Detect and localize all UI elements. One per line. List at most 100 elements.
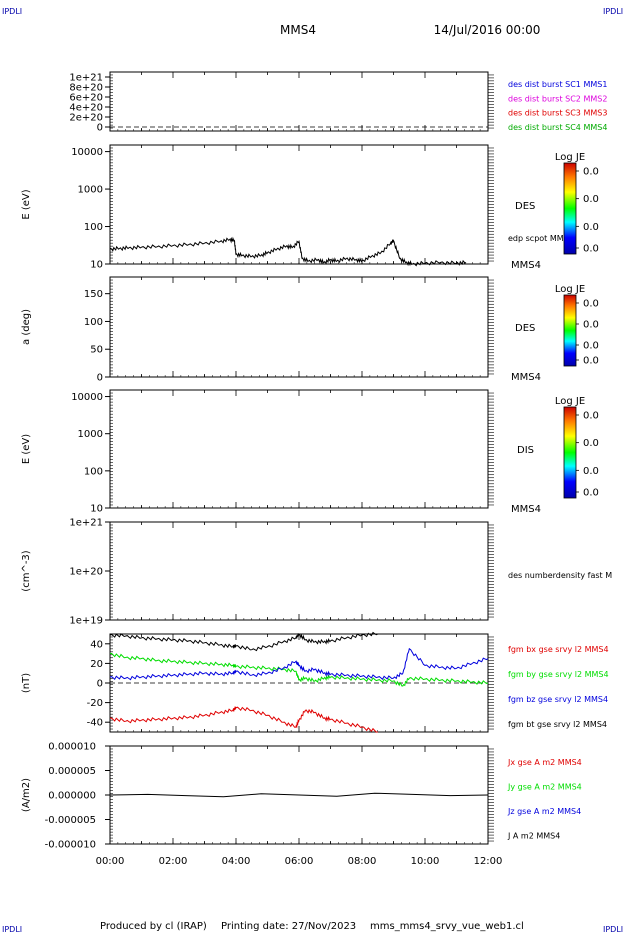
y-tick-label: 4e+20 [69, 103, 103, 114]
y-tick-label: 0.000000 [48, 791, 96, 802]
y-tick-label: 100 [84, 222, 103, 233]
footer-printing-date: Printing date: 27/Nov/2023 [221, 921, 356, 932]
y-tick-label: 10 [90, 260, 103, 271]
y-tick-label: 0 [97, 679, 103, 690]
colorbar-tick-label: 0.0 [583, 341, 599, 352]
footer-filename: mms_mms4_srvy_vue_web1.cl [370, 921, 524, 932]
y-axis-title: (nT) [21, 673, 32, 693]
colorbar-tick-label: 0.0 [583, 194, 599, 205]
corner-label-top-left: IPDLI [2, 7, 22, 16]
y-tick-label: 10000 [71, 147, 103, 158]
y-tick-label: 1e+21 [69, 73, 103, 84]
legend-entry: des dist burst SC3 MMS3 [508, 109, 607, 118]
colorbar-3 [563, 406, 577, 499]
colorbar-tick-label: 0.0 [583, 356, 599, 367]
y-tick-label: 1e+20 [69, 567, 103, 578]
footer-produced-by: Produced by cl (IRAP) [100, 921, 207, 932]
colorbar-2 [563, 294, 577, 367]
series-line-fgm-1 [109, 652, 489, 687]
panel-frame-0 [109, 71, 489, 132]
colorbar-tick-label: 0.0 [583, 466, 599, 477]
colorbar-tick-label: 0.0 [583, 411, 599, 422]
y-tick-label: 1e+19 [69, 616, 103, 627]
y-axis-title: (cm^-3) [21, 550, 32, 591]
panel-label: DES [515, 201, 535, 212]
legend-entry: des dist burst SC1 MMS1 [508, 80, 607, 89]
legend-entry: J A m2 MMS4 [507, 832, 560, 841]
legend-entry: fgm bz gse srvy l2 MMS4 [508, 695, 608, 704]
corner-label-bottom-right: IPDLI [603, 925, 623, 934]
y-axis-title: E (eV) [21, 434, 32, 464]
colorbar-1 [563, 162, 577, 255]
x-tick-label: 06:00 [285, 856, 314, 867]
legend-entry: fgm bt gse srvy l2 MMS4 [508, 720, 607, 729]
legend-entry: fgm bx gse srvy l2 MMS4 [508, 645, 609, 654]
panel-label: DIS [517, 445, 534, 456]
colorbar-title: Log JE [555, 284, 585, 295]
panel-bottom-label: MMS4 [511, 504, 541, 515]
y-axis-title: (A/m2) [21, 778, 32, 812]
datetime-title: 14/Jul/2016 00:00 [434, 23, 541, 37]
y-tick-label: 20 [90, 659, 103, 670]
colorbar-title: Log JE [555, 152, 585, 163]
y-tick-label: 1000 [78, 429, 103, 440]
panel-frame-3 [109, 389, 489, 509]
legend-entry: des numberdensity fast M [508, 571, 612, 580]
legend-entry: des dist burst SC4 MMS4 [508, 123, 607, 132]
y-tick-label: 8e+20 [69, 83, 103, 94]
y-axis-title: a (deg) [21, 309, 32, 345]
corner-label-top-right: IPDLI [603, 7, 623, 16]
y-tick-label: 2e+20 [69, 113, 103, 124]
y-tick-label: 100 [84, 317, 103, 328]
panel-bottom-label: MMS4 [511, 260, 541, 271]
panel-frame-4 [109, 521, 489, 621]
y-tick-label: 0.000005 [48, 766, 96, 777]
legend-entry: Jz gse A m2 MMS4 [507, 807, 581, 816]
legend-entry: Jx gse A m2 MMS4 [507, 758, 582, 767]
y-tick-label: 6e+20 [69, 93, 103, 104]
series-line-j [109, 792, 489, 798]
panel-bottom-label: MMS4 [511, 372, 541, 383]
y-tick-label: 50 [90, 345, 103, 356]
colorbar-tick-label: 0.0 [583, 222, 599, 233]
colorbar-tick-label: 0.0 [583, 320, 599, 331]
colorbar-title: Log JE [555, 396, 585, 407]
x-tick-label: 00:00 [96, 856, 125, 867]
colorbar-tick-label: 0.0 [583, 488, 599, 499]
colorbar-tick-label: 0.0 [583, 299, 599, 310]
spacecraft-title: MMS4 [280, 23, 316, 37]
y-tick-label: -0.000005 [45, 815, 96, 826]
series-line-edp-scpot [109, 236, 467, 267]
y-tick-label: 150 [84, 289, 103, 300]
panel-label: DES [515, 323, 535, 334]
y-tick-label: 0 [97, 123, 103, 134]
x-tick-label: 04:00 [222, 856, 251, 867]
y-tick-label: 0 [97, 373, 103, 384]
series-line-fgm-0 [110, 707, 403, 733]
y-tick-label: -40 [87, 718, 103, 729]
colorbar-tick-label: 0.0 [583, 167, 599, 178]
colorbar-tick-label: 0.0 [583, 244, 599, 255]
series-line-fgm-2 [109, 647, 489, 681]
colorbar-tick-label: 0.0 [583, 438, 599, 449]
y-tick-label: 10000 [71, 392, 103, 403]
x-tick-label: 12:00 [474, 856, 503, 867]
y-axis-title: E (eV) [21, 189, 32, 219]
y-tick-label: 0.000010 [48, 742, 96, 753]
panel-frame-2 [109, 276, 489, 378]
series-line-fgm-3 [109, 631, 379, 652]
y-tick-label: -0.000010 [45, 840, 96, 851]
y-tick-label: 1000 [78, 185, 103, 196]
legend-entry: Jy gse A m2 MMS4 [507, 783, 582, 792]
x-tick-label: 08:00 [348, 856, 377, 867]
y-tick-label: 1e+21 [69, 518, 103, 529]
y-tick-label: -20 [87, 698, 103, 709]
x-tick-label: 02:00 [159, 856, 188, 867]
y-tick-label: 40 [90, 639, 103, 650]
legend-entry: fgm by gse srvy l2 MMS4 [508, 670, 609, 679]
y-tick-label: 100 [84, 466, 103, 477]
panel-sublabel: edp scpot MMS4 [508, 234, 574, 243]
legend-entry: des dist burst SC2 MMS2 [508, 94, 607, 103]
